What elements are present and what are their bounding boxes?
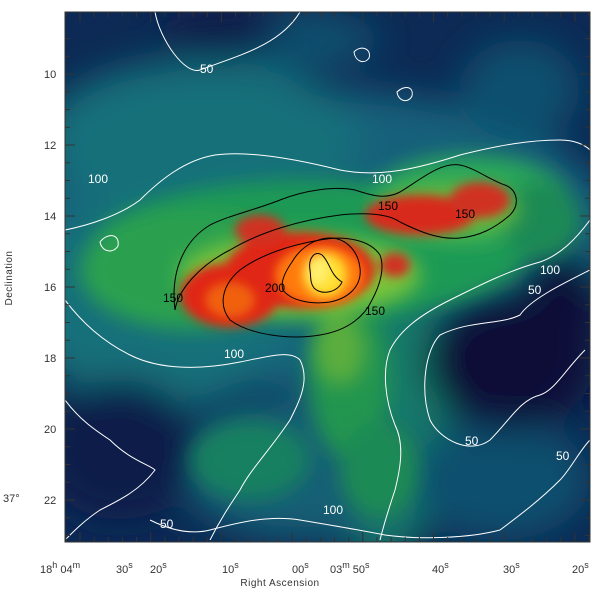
y-tick-label: 14 bbox=[44, 211, 56, 223]
y-tick-label: 12 bbox=[44, 140, 56, 152]
contour-50-bottom-right bbox=[499, 439, 590, 531]
y-tick-label: 16 bbox=[44, 282, 56, 294]
contour-100-left bbox=[65, 299, 305, 541]
x-tick-label: 03m 50s bbox=[330, 560, 370, 576]
contour-50-island-1 bbox=[396, 87, 413, 102]
x-tick-labels: 18h 04m 30s 20s 10s 00s 03m 50s 40s 30s … bbox=[40, 560, 589, 576]
contour-150-main bbox=[173, 164, 517, 311]
contour-label: 50 bbox=[556, 449, 570, 463]
contour-50-bottom-left bbox=[65, 399, 156, 541]
contour-level-50 bbox=[65, 12, 590, 541]
contour-150-inner bbox=[222, 237, 383, 338]
y-tick-label: 18 bbox=[44, 353, 56, 365]
contour-label: 200 bbox=[265, 281, 285, 295]
contour-label: 100 bbox=[372, 172, 392, 186]
contour-50-top bbox=[154, 12, 301, 71]
contour-label: 100 bbox=[224, 347, 244, 361]
contour-label: 150 bbox=[365, 304, 385, 318]
y-tick-label: 10 bbox=[44, 69, 56, 81]
x-tick-label: 20s bbox=[572, 560, 589, 576]
contour-label: 150 bbox=[378, 199, 398, 213]
y-tick-label: 22 bbox=[44, 495, 56, 507]
contour-label: 50 bbox=[465, 434, 479, 448]
contour-label: 50 bbox=[200, 62, 214, 76]
contour-200 bbox=[281, 237, 361, 304]
contour-label: 100 bbox=[323, 503, 343, 517]
x-tick-label: 00s bbox=[292, 560, 309, 576]
contour-100-main bbox=[65, 139, 590, 231]
contour-label: 150 bbox=[163, 291, 183, 305]
x-axis-ticks bbox=[65, 12, 590, 542]
contour-label: 50 bbox=[528, 283, 542, 297]
y-axis-title: Declination bbox=[4, 251, 15, 306]
plot-frame bbox=[64, 11, 591, 543]
axes bbox=[64, 11, 591, 543]
contour-level-100 bbox=[65, 139, 590, 541]
y-tick-label: 20 bbox=[44, 424, 56, 436]
contour-50-bottom bbox=[149, 517, 501, 539]
x-tick-label: 20s bbox=[150, 560, 167, 576]
contour-200-inner bbox=[309, 253, 343, 293]
contour-100-lower bbox=[379, 219, 590, 541]
y-axis-ticks bbox=[65, 38, 590, 536]
contour-100-island bbox=[99, 235, 119, 252]
x-tick-label: 30s bbox=[503, 560, 520, 576]
heatmap-image bbox=[65, 12, 590, 542]
contour-labels: 50 50 50 50 50 100 100 100 100 100 150 1… bbox=[88, 62, 570, 531]
contour-label: 100 bbox=[88, 172, 108, 186]
contour-label: 100 bbox=[540, 263, 560, 277]
y-degree-prefix: 37° bbox=[3, 493, 20, 505]
contour-level-150 bbox=[173, 164, 517, 338]
x-tick-label: 30s bbox=[116, 560, 133, 576]
contour-label: 50 bbox=[160, 517, 174, 531]
x-tick-label: 40s bbox=[432, 560, 449, 576]
x-axis-title: Right Ascension bbox=[240, 578, 319, 589]
contour-50-island-2 bbox=[353, 47, 370, 63]
y-tick-labels: 10 12 14 16 18 20 22 37° bbox=[3, 69, 56, 507]
contour-label: 150 bbox=[455, 207, 475, 221]
x-tick-label: 18h 04m bbox=[40, 560, 80, 576]
contour-level-200 bbox=[281, 237, 361, 304]
contour-50-right bbox=[424, 269, 590, 447]
contour-lines bbox=[65, 12, 590, 541]
x-tick-label: 10s bbox=[222, 560, 239, 576]
